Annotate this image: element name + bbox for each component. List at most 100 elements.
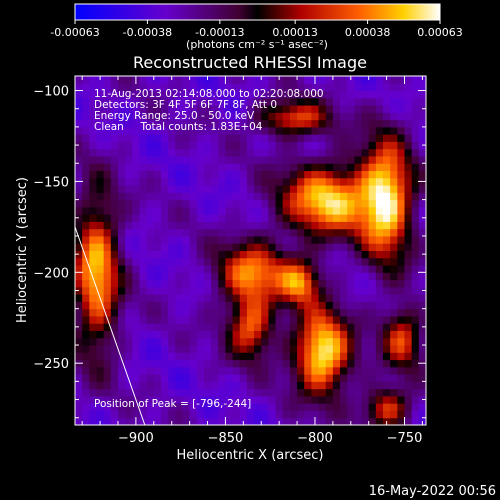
heatmap-cell	[132, 374, 140, 382]
heatmap-cell	[89, 221, 97, 230]
heatmap-cell	[397, 163, 406, 172]
heatmap-cell	[110, 177, 119, 186]
heatmap-cell	[153, 250, 162, 259]
heatmap-cell	[168, 395, 176, 404]
heatmap-cell	[418, 112, 427, 121]
heatmap-cell	[361, 155, 370, 164]
heatmap-cell	[361, 323, 370, 331]
heatmap-cell	[175, 243, 183, 251]
heatmap-cell	[132, 235, 140, 244]
heatmap-cell	[75, 83, 83, 92]
heatmap-cell	[325, 294, 334, 302]
heatmap-cell	[418, 345, 427, 353]
heatmap-cell	[311, 185, 320, 193]
heatmap-cell	[175, 272, 183, 281]
heatmap-cell	[225, 301, 234, 310]
heatmap-cell	[146, 337, 155, 346]
heatmap-cell	[289, 170, 298, 179]
heatmap-cell	[211, 323, 219, 331]
heatmap-cell	[110, 403, 119, 411]
x-tick-label: −750	[387, 431, 423, 446]
heatmap-cell	[411, 265, 420, 273]
heatmap-cell	[246, 294, 255, 302]
heatmap-cell	[175, 403, 183, 411]
heatmap-cell	[340, 265, 348, 273]
heatmap-cell	[254, 134, 262, 142]
heatmap-cell	[110, 228, 119, 237]
heatmap-cell	[246, 315, 255, 324]
heatmap-cell	[175, 286, 183, 295]
heatmap-cell	[297, 330, 305, 339]
heatmap-cell	[390, 294, 398, 302]
heatmap-cell	[282, 134, 291, 142]
heatmap-cell	[175, 330, 183, 339]
heatmap-cell	[125, 163, 133, 172]
heatmap-cell	[82, 119, 90, 128]
heatmap-cell	[332, 134, 341, 142]
heatmap-cell	[239, 228, 248, 237]
heatmap-cell	[289, 206, 298, 215]
heatmap-cell	[160, 235, 169, 244]
heatmap-cell	[354, 337, 363, 346]
heatmap-cell	[182, 417, 191, 426]
heatmap-cell	[254, 301, 262, 310]
heatmap-cell	[189, 148, 198, 157]
heatmap-cell	[82, 148, 90, 157]
heatmap-cell	[168, 279, 176, 288]
heatmap-cell	[225, 163, 234, 172]
heatmap-cell	[189, 141, 198, 150]
heatmap-cell	[75, 337, 83, 346]
heatmap-cell	[325, 286, 334, 295]
heatmap-cell	[189, 235, 198, 244]
heatmap-cell	[225, 323, 234, 331]
heatmap-cell	[347, 119, 355, 128]
heatmap-cell	[354, 395, 363, 404]
heatmap-cell	[168, 403, 176, 411]
heatmap-cell	[232, 105, 241, 113]
heatmap-cell	[146, 119, 155, 128]
heatmap-cell	[139, 250, 148, 259]
heatmap-cell	[340, 250, 348, 259]
heatmap-cell	[239, 374, 248, 382]
heatmap-cell	[418, 374, 427, 382]
heatmap-cell	[397, 286, 406, 295]
heatmap-cell	[160, 141, 169, 150]
heatmap-cell	[368, 206, 377, 215]
heatmap-cell	[404, 170, 413, 179]
heatmap-cell	[168, 185, 176, 193]
heatmap-cell	[246, 214, 255, 222]
heatmap-cell	[340, 345, 348, 353]
heatmap-cell	[282, 126, 291, 135]
heatmap-cell	[89, 272, 97, 281]
heatmap-cell	[89, 235, 97, 244]
heatmap-cell	[383, 381, 391, 390]
heatmap-cell	[196, 272, 205, 281]
heatmap-cell	[268, 221, 277, 230]
heatmap-cell	[75, 134, 83, 142]
heatmap-cell	[404, 265, 413, 273]
heatmap-cell	[89, 170, 97, 179]
heatmap-cell	[268, 228, 277, 237]
heatmap-cell	[211, 352, 219, 361]
heatmap-cell	[311, 134, 320, 142]
heatmap-cell	[125, 199, 133, 208]
heatmap-cell	[239, 134, 248, 142]
heatmap-cell	[383, 250, 391, 259]
heatmap-cell	[182, 279, 191, 288]
heatmap-cell	[82, 403, 90, 411]
heatmap-cell	[139, 134, 148, 142]
heatmap-cell	[218, 294, 226, 302]
heatmap-cell	[275, 192, 284, 201]
heatmap-cell	[375, 141, 384, 150]
heatmap-cell	[196, 366, 205, 375]
heatmap-cell	[103, 308, 112, 317]
heatmap-cell	[340, 228, 348, 237]
heatmap-cell	[203, 83, 212, 92]
heatmap-cell	[153, 257, 162, 266]
heatmap-cell	[361, 294, 370, 302]
heatmap-cell	[318, 83, 327, 92]
heatmap-cell	[361, 315, 370, 324]
heatmap-cell	[225, 90, 234, 99]
heatmap-cell	[239, 337, 248, 346]
heatmap-cell	[189, 381, 198, 390]
